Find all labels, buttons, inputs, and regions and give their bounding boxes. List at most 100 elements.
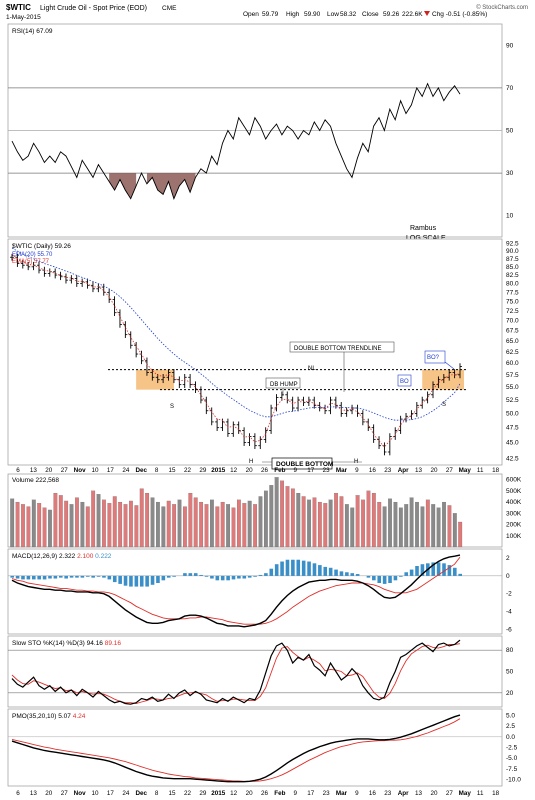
volume-bar — [312, 497, 317, 548]
volume-bar — [139, 488, 144, 548]
date-tick-label: 16 — [369, 790, 377, 797]
volume-bar — [242, 503, 247, 548]
macd-hist-bar — [301, 560, 306, 576]
macd-hist-bar — [226, 575, 230, 581]
volume-bar — [258, 496, 263, 548]
volume-bar — [69, 504, 74, 548]
close-label: Close — [362, 11, 379, 18]
volume-bar — [415, 501, 419, 548]
log-scale-label: LOG SCALE — [406, 235, 446, 242]
volume-bar — [53, 492, 58, 548]
open-label: Open — [243, 11, 259, 18]
volume-bar — [150, 497, 155, 548]
macd-hist-bar — [183, 573, 187, 576]
stochastic-k-line — [11, 639, 461, 705]
macd-hist-bar — [334, 569, 338, 576]
volume-bar — [31, 499, 36, 548]
volume-bar — [269, 485, 274, 548]
stochastic-tick-label: 20 — [506, 690, 514, 697]
price-bar — [15, 253, 20, 267]
price-tick-label: 77.5 — [506, 289, 519, 296]
volume-bar — [123, 504, 128, 548]
price-tick-label: 47.5 — [506, 425, 519, 432]
bo-label: BO — [400, 379, 409, 385]
date-tick-label: May — [459, 467, 472, 474]
price-bar — [269, 404, 274, 434]
rsi-line — [11, 82, 461, 201]
macd-tick-label: -6 — [506, 627, 512, 634]
date-tick-label: 15 — [169, 467, 177, 474]
watermark: © StockCharts.com — [476, 4, 528, 11]
pmo-signal-line — [11, 718, 461, 782]
price-panel: $WTIC (Daily) 59.26 EMA(20) 55.70 EMA(5)… — [7, 238, 519, 470]
macd-hist-bar — [220, 575, 225, 581]
macd-signal-line — [11, 556, 461, 625]
date-tick-label: 8 — [155, 790, 159, 797]
volume-bar — [58, 495, 63, 548]
date-tick-label: Mar — [336, 467, 348, 474]
date-tick-label: 20 — [45, 467, 53, 474]
macd-hist-bar — [420, 564, 425, 576]
volume-tick-label: 600K — [506, 477, 522, 484]
trendline-label: DOUBLE BOTTOM TRENDLINE — [294, 346, 381, 352]
left-shoulder-label: S — [170, 404, 174, 410]
date-tick-label: 18 — [492, 790, 500, 797]
volume-bar — [388, 498, 392, 548]
volume-bar — [129, 500, 133, 548]
macd-hist-bar — [10, 575, 14, 578]
price-bar — [144, 357, 149, 376]
price-bar — [90, 282, 95, 293]
symbol-title: $WTIC — [6, 3, 31, 12]
macd-panel: MACD(12,26,9) 2.322 2.100 0.222 2 0 -2 -4 -6 — [7, 548, 512, 635]
date-tick-label: 10 — [92, 790, 100, 797]
ema5-legend: EMA(5) 57.77 — [12, 259, 50, 265]
date-tick-label: 15 — [169, 790, 177, 797]
macd-hist-bar — [161, 575, 166, 581]
pmo-tick-label: 2.5 — [506, 723, 515, 730]
volume-bar — [204, 504, 209, 548]
price-bar — [236, 421, 241, 434]
volume-bar — [145, 492, 150, 548]
rsi-oversold-fill — [109, 173, 137, 199]
volume-bar — [323, 503, 328, 548]
price-bar — [204, 396, 209, 415]
volume-bar — [409, 497, 414, 548]
symbol-description: Light Crude Oil - Spot Price (EOD) — [40, 5, 147, 12]
macd-hist-bar — [328, 567, 333, 576]
macd-hist-bar — [258, 574, 263, 576]
macd-hist-bar — [388, 575, 392, 583]
price-bar — [96, 283, 101, 293]
volume-bar — [85, 506, 90, 548]
macd-tick-label: -4 — [506, 609, 512, 616]
volume-bar — [75, 497, 79, 548]
volume-bar — [48, 509, 52, 548]
macd-hist-bar — [64, 575, 68, 579]
date-tick-label: 13 — [30, 467, 38, 474]
rsi-tick-label: 30 — [506, 170, 514, 177]
macd-hist-bar — [318, 565, 322, 576]
macd-hist-bar — [37, 575, 41, 580]
pattern-annotations: DOUBLE BOTTOM TRENDLINE NL DB HUMP BO BO… — [170, 341, 455, 470]
volume-bar — [398, 507, 403, 548]
volume-legend: Volume 222,568 — [12, 477, 59, 484]
macd-hist-bar — [193, 573, 198, 576]
bo-question-label: BO? — [427, 355, 440, 361]
volume-bar — [290, 488, 295, 548]
date-tick-label: 24 — [122, 467, 130, 474]
price-bar — [301, 396, 306, 406]
right-shoulder-label: S — [442, 402, 446, 408]
volume-bar — [431, 504, 436, 548]
volume-bar — [166, 500, 171, 548]
chart-header: $WTIC Light Crude Oil - Spot Price (EOD)… — [6, 3, 528, 21]
pmo-line — [11, 714, 461, 783]
macd-hist-bar — [237, 575, 241, 579]
volume-bar — [442, 501, 446, 548]
price-bar — [123, 321, 128, 339]
pmo-tick-label: 0.0 — [506, 734, 515, 741]
rsi-panel: RSI(14) 67.09 Rambus LOG SCALE 10 30 50 70 9… — [7, 23, 514, 242]
macd-hist-bar — [199, 574, 203, 576]
bottom-date-axis: 6 13 20 27 Nov 10 17 24 Dec 8 15 22 29 2015 12 20 26 Feb 9… — [16, 790, 499, 797]
macd-hist-bar — [447, 565, 452, 576]
macd-hist-bar — [339, 571, 344, 576]
volume-bar — [285, 486, 290, 548]
